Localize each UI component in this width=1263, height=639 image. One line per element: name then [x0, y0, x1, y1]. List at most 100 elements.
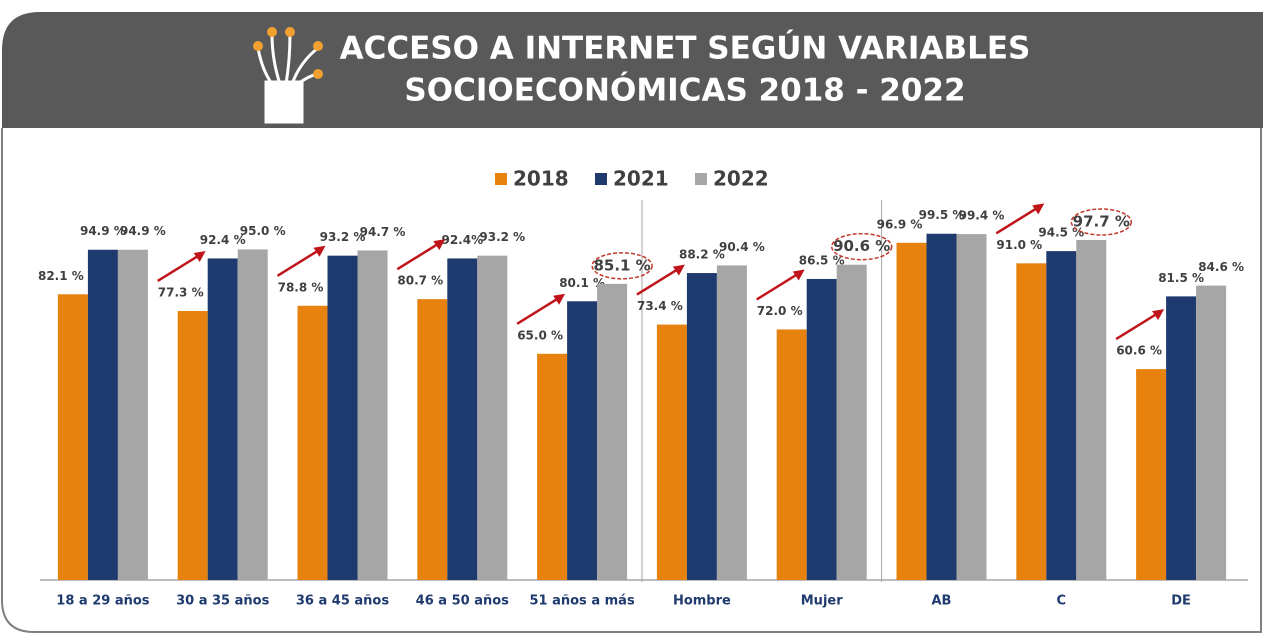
- data-label: 73.4 %: [637, 299, 683, 313]
- trend-arrow-head: [1152, 309, 1165, 321]
- x-tick-label: 36 a 45 años: [296, 594, 389, 609]
- header-band: [2, 12, 1263, 128]
- bar: [327, 255, 358, 580]
- data-label: 85.1 %: [593, 256, 650, 274]
- bar: [447, 258, 478, 580]
- data-label: 94.9 %: [120, 224, 166, 238]
- fiber-icon: [256, 33, 319, 124]
- x-tick-label: 51 años a más: [529, 594, 634, 609]
- data-label: 80.1 %: [559, 276, 605, 290]
- bar: [357, 250, 388, 580]
- trend-arrow-head: [1032, 203, 1045, 215]
- bar: [956, 234, 987, 580]
- bar: [1076, 240, 1107, 580]
- fiber-tips: [253, 27, 323, 79]
- bar: [656, 324, 687, 580]
- bar: [836, 264, 867, 580]
- trend-arrow: [276, 248, 321, 277]
- data-label: 95.0 %: [240, 224, 286, 238]
- bar: [806, 278, 837, 580]
- highlight-circle: [1070, 208, 1133, 236]
- x-tick-label: DE: [1171, 594, 1191, 609]
- data-label: 97.7 %: [1073, 213, 1130, 231]
- data-label: 88.2 %: [679, 248, 725, 262]
- legend-swatch: [495, 173, 507, 185]
- trend-arrow: [1115, 312, 1159, 341]
- x-tick-label: 18 a 29 años: [56, 594, 149, 609]
- bar: [1166, 296, 1197, 580]
- legend-swatch: [695, 173, 707, 185]
- data-label: 90.4 %: [719, 240, 765, 254]
- trend-arrow: [516, 296, 560, 325]
- trend-arrow: [995, 206, 1039, 235]
- bar: [1136, 369, 1167, 580]
- trend-arrow-head: [313, 245, 326, 257]
- data-label: 77.3 %: [158, 285, 204, 299]
- data-label: 96.9 %: [877, 217, 923, 231]
- data-label: 94.9 %: [80, 224, 126, 238]
- data-label: 93.2 %: [320, 230, 366, 244]
- data-label: 65.0 %: [517, 328, 563, 342]
- bar: [686, 273, 717, 580]
- data-label: 60.6 %: [1116, 344, 1162, 358]
- legend-label: 2022: [713, 167, 769, 191]
- bar: [117, 249, 148, 581]
- trend-arrow: [636, 267, 680, 296]
- bar: [477, 255, 508, 580]
- highlight-circle: [591, 252, 653, 280]
- data-label: 84.6 %: [1198, 260, 1244, 274]
- data-label: 92.4%: [441, 233, 483, 247]
- data-label: 94.7 %: [360, 225, 406, 239]
- bar: [57, 294, 88, 580]
- data-label: 94.5 %: [1038, 226, 1084, 240]
- trend-arrow: [756, 272, 800, 301]
- trend-arrow: [157, 253, 201, 283]
- trend-arrow-head: [553, 293, 566, 305]
- bar: [926, 233, 957, 581]
- x-tick-label: 30 a 35 años: [176, 594, 269, 609]
- x-tick-label: Hombre: [673, 594, 731, 609]
- data-label: 93.2 %: [479, 230, 525, 244]
- chart-title: ACCESO A INTERNET SEGÚN VARIABLES: [340, 30, 1031, 67]
- bar: [237, 249, 268, 580]
- legend-label: 2021: [613, 167, 669, 191]
- trend-arrow-head: [672, 264, 685, 276]
- data-label: 81.5 %: [1158, 271, 1204, 285]
- chart-title: SOCIOECONÓMICAS 2018 - 2022: [404, 72, 965, 109]
- trend-arrow-head: [433, 239, 446, 251]
- bar: [537, 353, 568, 580]
- highlight-circle: [830, 232, 893, 261]
- data-label: 72.0 %: [757, 304, 803, 318]
- data-label: 92.4 %: [200, 233, 246, 247]
- x-tick-label: C: [1057, 594, 1067, 609]
- data-label: 86.5 %: [799, 253, 845, 267]
- bar: [1196, 285, 1227, 580]
- data-label: 78.8 %: [278, 280, 324, 294]
- bar: [417, 299, 448, 580]
- frame: [1, 128, 1262, 633]
- x-tick-label: 46 a 50 años: [416, 594, 509, 609]
- x-tick-label: AB: [932, 594, 952, 609]
- data-label: 80.7 %: [397, 274, 443, 288]
- bar: [896, 242, 927, 580]
- bar: [1046, 251, 1077, 580]
- trend-arrow: [396, 242, 440, 271]
- data-label: 91.0 %: [996, 238, 1042, 252]
- data-label: 82.1 %: [38, 269, 84, 283]
- bar: [207, 258, 238, 580]
- bar: [597, 283, 628, 580]
- data-label: 99.5 %: [919, 208, 965, 222]
- legend-swatch: [595, 173, 607, 185]
- legend-label: 2018: [513, 167, 569, 191]
- data-label: 90.6 %: [833, 237, 890, 255]
- trend-arrow-head: [792, 269, 805, 281]
- data-label: 99.4 %: [959, 209, 1005, 223]
- x-tick-label: Mujer: [801, 594, 843, 609]
- trend-arrow-head: [193, 250, 206, 262]
- bar: [716, 265, 747, 580]
- bar: [177, 310, 208, 580]
- bar: [297, 305, 328, 580]
- bar: [1016, 263, 1047, 580]
- bar: [776, 329, 807, 580]
